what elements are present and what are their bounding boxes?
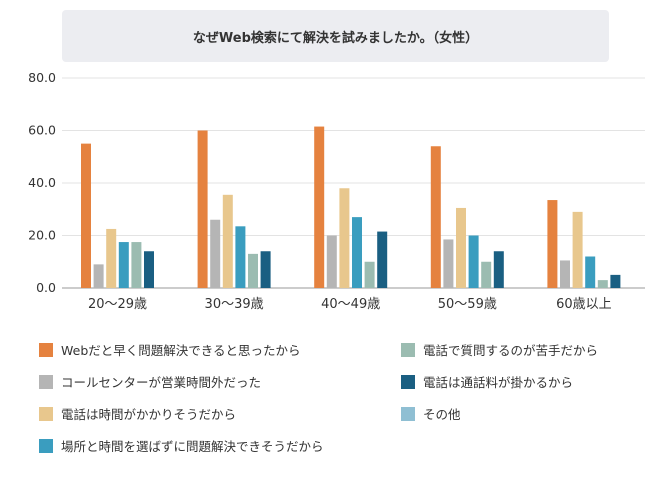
- bar: [106, 228, 117, 288]
- legend-swatch: [39, 342, 53, 357]
- y-tick-label: 20.0: [28, 228, 56, 243]
- bar-chart: 80.0 60.0 40.0 20.0 0.0 20～29歳 30～39歳 40～49歳 50～…: [28, 70, 645, 312]
- legend-label: 電話は通話料が掛かるから: [423, 375, 574, 390]
- bar: [585, 256, 596, 288]
- chart-title-text: なぜWeb検索にて解決を試みましたか。（女性）: [192, 30, 479, 46]
- bar: [352, 217, 362, 288]
- legend-label: コールセンターが営業時間外だった: [61, 375, 262, 390]
- bar: [93, 264, 104, 288]
- legend-item: コールセンターが営業時間外だった: [39, 372, 261, 391]
- legend-item: 場所と時間を選ばずに問題解決できそうだから: [39, 436, 324, 455]
- bar: [235, 226, 246, 288]
- bar: [560, 260, 570, 288]
- legend-item: その他: [401, 404, 461, 423]
- bar: [197, 130, 208, 288]
- bar: [326, 235, 337, 288]
- bar: [597, 280, 608, 288]
- legend-swatch: [39, 374, 53, 389]
- legend-label: 電話は時間がかかりそうだから: [61, 407, 237, 422]
- bar: [443, 239, 454, 288]
- y-tick-label: 60.0: [28, 123, 56, 138]
- legend-swatch: [39, 406, 53, 421]
- bar: [572, 211, 583, 288]
- legend-item: Webだと早く問題解決できると思ったから: [39, 340, 301, 359]
- bar: [260, 251, 271, 288]
- legend-swatch: [401, 342, 415, 357]
- legend-swatch: [39, 438, 53, 453]
- legend-item: 電話は時間がかかりそうだから: [39, 404, 236, 423]
- bar: [210, 219, 221, 288]
- legend-label: その他: [423, 407, 461, 422]
- legend-label: 電話で質問するのが苦手だから: [423, 343, 599, 358]
- bar: [118, 242, 129, 288]
- chart-title: なぜWeb検索にて解決を試みましたか。（女性）: [62, 10, 609, 62]
- y-tick-label: 80.0: [28, 70, 56, 85]
- y-tick-label: 40.0: [28, 175, 56, 190]
- x-tick-label: 50～59歳: [438, 297, 497, 312]
- bar: [364, 261, 375, 288]
- legend-item: 電話は通話料が掛かるから: [401, 372, 573, 391]
- bar: [144, 251, 154, 288]
- legend-item: 電話で質問するのが苦手だから: [401, 340, 598, 359]
- bar: [81, 143, 91, 288]
- y-tick-label: 0.0: [36, 280, 56, 295]
- x-tick-label: 40～49歳: [321, 297, 380, 312]
- bar: [481, 261, 492, 288]
- bar: [493, 251, 504, 288]
- bar: [547, 200, 558, 288]
- legend-swatch: [401, 406, 415, 421]
- legend-label: 場所と時間を選ばずに問題解決できそうだから: [61, 439, 324, 454]
- bar: [468, 235, 479, 288]
- x-tick-label: 30～39歳: [205, 297, 264, 312]
- bar: [314, 126, 325, 288]
- x-tick-label: 20～29歳: [88, 297, 147, 312]
- bar: [248, 253, 258, 288]
- bar: [610, 274, 621, 288]
- bar: [339, 188, 350, 288]
- legend-swatch: [401, 374, 415, 389]
- bar: [456, 207, 466, 288]
- bar: [222, 194, 233, 288]
- bar: [131, 242, 142, 288]
- bar: [430, 146, 441, 288]
- bar: [377, 231, 388, 288]
- legend-label: Webだと早く問題解決できると思ったから: [61, 343, 301, 358]
- x-tick-label: 60歳以上: [556, 297, 612, 312]
